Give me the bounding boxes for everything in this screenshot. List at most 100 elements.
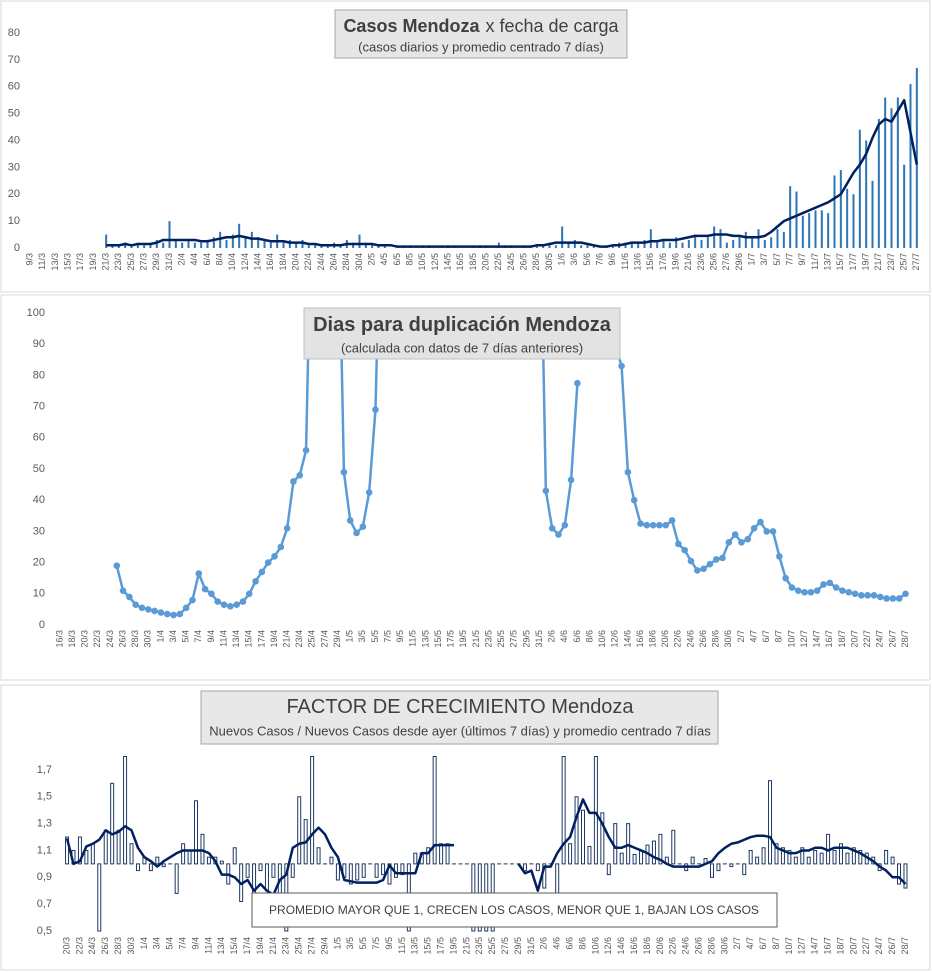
x-tick-label: 26/3 — [117, 630, 127, 648]
x-tick-label: 2/7 — [736, 630, 746, 643]
bar — [149, 242, 152, 248]
bar — [168, 221, 171, 248]
x-tick-label: 25/6 — [709, 253, 719, 271]
bar — [130, 245, 133, 248]
bar — [212, 237, 215, 248]
bar — [877, 119, 880, 248]
chart-title: Casos Mendoza x fecha de carga — [343, 16, 619, 36]
bar — [181, 242, 184, 248]
bar — [884, 97, 887, 248]
bar — [316, 847, 321, 865]
x-tick-label: 10/4 — [227, 253, 237, 271]
x-tick-label: 24/3 — [87, 937, 97, 955]
x-tick-label: 9/5 — [384, 937, 394, 950]
y-tick-label: 10 — [33, 588, 45, 600]
marker — [839, 587, 846, 594]
x-tick-label: 23/3 — [113, 253, 123, 271]
bar — [155, 239, 158, 248]
x-tick-label: 5/5 — [358, 937, 368, 950]
x-tick-label: 13/4 — [231, 630, 241, 648]
x-tick-label: 4/6 — [559, 630, 569, 643]
bar — [110, 782, 115, 865]
marker — [813, 587, 821, 594]
y-tick-label: 70 — [33, 401, 45, 413]
x-tick-label: 30/5 — [544, 253, 554, 271]
x-tick-label: 1/4 — [155, 630, 165, 643]
bar — [814, 210, 817, 248]
marker — [763, 528, 771, 535]
marker — [151, 607, 158, 615]
x-tick-label: 23/5 — [474, 937, 484, 955]
bar — [637, 242, 640, 248]
x-tick-label: 9/3 — [25, 253, 35, 266]
bar — [361, 863, 366, 878]
bar — [252, 863, 257, 898]
bar — [554, 245, 557, 248]
x-tick-label: 19/4 — [255, 937, 265, 955]
x-tick-label: 1/6 — [557, 253, 567, 266]
x-tick-label: 11/3 — [37, 253, 47, 270]
marker — [359, 523, 367, 531]
x-tick-label: 20/5 — [481, 253, 491, 271]
bar — [288, 239, 291, 248]
y-tick-label: 70 — [8, 54, 20, 66]
x-tick-label: 28/7 — [900, 937, 910, 955]
bar — [77, 836, 82, 865]
bar — [90, 843, 95, 865]
bar — [355, 863, 360, 881]
bar — [174, 239, 177, 248]
x-tick-label: 30/3 — [126, 937, 136, 955]
x-tick-label: 24/5 — [506, 253, 516, 271]
x-tick-label: 3/5 — [357, 630, 367, 643]
marker — [214, 598, 222, 605]
x-tick-label: 25/5 — [487, 937, 497, 955]
x-tick-label: 29/5 — [513, 937, 523, 955]
bar — [675, 237, 678, 248]
bar — [649, 229, 652, 248]
x-tick-label: 24/6 — [681, 937, 691, 955]
bar — [793, 856, 798, 865]
bar — [832, 849, 837, 865]
bar — [148, 863, 153, 872]
x-tick-label: 24/7 — [875, 630, 885, 648]
marker — [555, 531, 562, 538]
bar — [757, 229, 760, 248]
marker — [807, 588, 815, 596]
x-tick-label: 20/7 — [848, 937, 858, 955]
marker — [895, 595, 903, 602]
bar — [671, 829, 676, 865]
bar — [732, 239, 735, 248]
bar — [624, 242, 627, 248]
y-tick-label: 1,3 — [37, 818, 52, 830]
x-tick-label: 8/4 — [215, 253, 225, 266]
marker — [365, 489, 373, 496]
chart: 0 10 20 30 40 50 60 70 80 9/3 11/3 13/3 15/3 17/3 19/3… — [8, 27, 921, 271]
chart: 0,50,70,91,11,31,51,720/3 22/3 24/3 26/3 28/… — [37, 756, 910, 955]
y-tick-label: 20 — [8, 188, 20, 200]
x-tick-label: 8/5 — [405, 253, 415, 266]
bar — [231, 234, 234, 248]
x-tick-label: 23/7 — [886, 253, 896, 271]
marker — [706, 560, 714, 568]
bar — [364, 242, 367, 248]
bar — [548, 242, 551, 248]
y-tick-label: 10 — [8, 215, 20, 227]
chart-title: FACTOR DE CRECIMIENTO Mendoza — [286, 696, 634, 718]
x-tick-label: 22/3 — [92, 630, 102, 648]
x-tick-label: 2/6 — [547, 630, 557, 643]
marker — [283, 524, 291, 532]
x-tick-label: 23/5 — [483, 630, 493, 648]
bar — [903, 164, 906, 248]
bar — [174, 863, 179, 894]
marker — [668, 517, 676, 524]
marker — [731, 531, 739, 538]
x-tick-label: 25/4 — [294, 937, 304, 955]
x-tick-label: 19/4 — [269, 630, 279, 648]
marker — [845, 588, 853, 596]
bar — [574, 796, 579, 865]
bar — [187, 239, 190, 248]
x-tick-label: 22/7 — [862, 630, 872, 648]
marker — [353, 529, 360, 537]
x-tick-label: 11/4 — [203, 937, 213, 954]
x-tick-label: 20/6 — [655, 937, 665, 955]
